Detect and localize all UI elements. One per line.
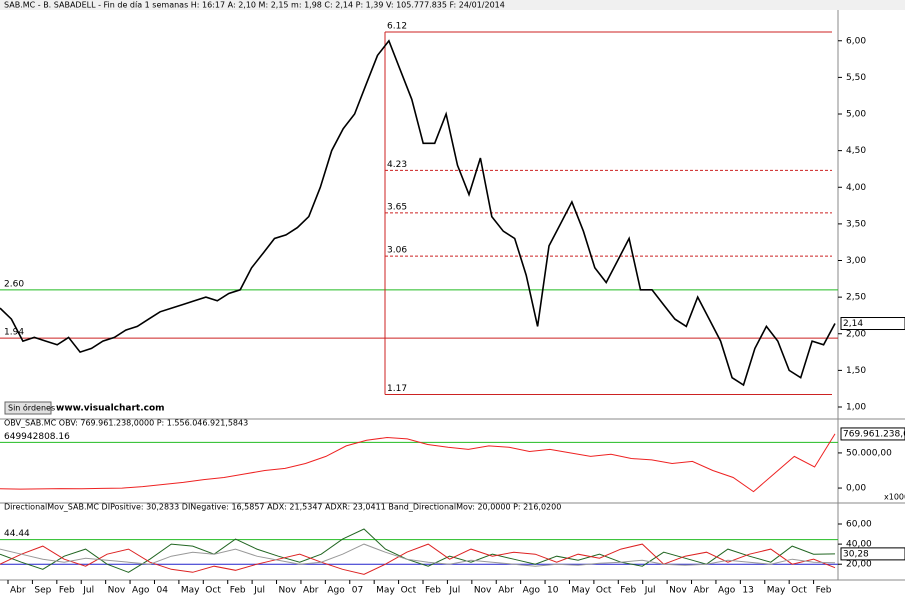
x-tick-label: May <box>376 586 395 596</box>
x-tick-label: 13 <box>742 586 753 596</box>
y-tick-label: 5,50 <box>846 73 866 83</box>
x-tick-label: Sep <box>34 586 51 596</box>
last-value-label: 769.961.238,00 <box>843 429 905 439</box>
x-tick-label: Jul <box>644 586 656 596</box>
series-line <box>0 433 836 493</box>
watermark: www.visualchart.com <box>56 404 165 414</box>
last-value-box <box>840 317 905 331</box>
x-tick-label: Nov <box>279 586 297 596</box>
last-value-label: 30,28 <box>843 549 869 559</box>
last-value-box <box>840 547 905 561</box>
y-tick-label: 4,00 <box>846 183 866 193</box>
x-tick-label: Feb <box>816 586 832 596</box>
orders-button[interactable] <box>4 401 52 415</box>
x-tick-label: Oct <box>596 586 612 596</box>
y-tick-label: 0,00 <box>846 484 866 494</box>
x-tick-label: May <box>571 586 590 596</box>
y-tick-label: 5,00 <box>846 110 866 120</box>
header-bar <box>0 0 905 10</box>
scale-note: x10000 <box>884 493 905 502</box>
x-tick-label: Abr <box>694 586 710 596</box>
fib-label: 3.65 <box>387 202 407 212</box>
series-line <box>0 543 836 575</box>
x-tick-label: Abr <box>498 586 514 596</box>
x-tick-label: Feb <box>425 586 441 596</box>
y-tick-label: 2,00 <box>846 329 866 339</box>
fib-label: 4.23 <box>387 160 407 170</box>
x-tick-label: Ago <box>718 586 736 596</box>
last-value-label: 2,14 <box>843 319 863 329</box>
x-tick-label: Feb <box>620 586 636 596</box>
x-tick-label: Jul <box>448 586 460 596</box>
x-tick-label: Oct <box>401 586 417 596</box>
x-tick-label: Abr <box>10 586 26 596</box>
x-tick-label: Ago <box>523 586 541 596</box>
level-label: 649942808.16 <box>4 432 70 442</box>
x-tick-label: 04 <box>156 586 168 596</box>
panel-title: DirectionalMov_SAB.MC DIPositive: 30,283… <box>4 503 561 512</box>
x-tick-label: May <box>181 586 200 596</box>
y-tick-label: 60,00 <box>846 520 872 530</box>
y-tick-label: 40,00 <box>846 540 872 550</box>
x-tick-label: Nov <box>669 586 687 596</box>
level-label: 44.44 <box>4 529 30 539</box>
last-value-box <box>840 427 905 441</box>
fib-label: 3.06 <box>387 246 407 256</box>
series-line <box>0 543 836 567</box>
panel-title: OBV_SAB.MC OBV: 769.961.238,0000 P: 1.55… <box>4 419 248 428</box>
x-tick-label: Oct <box>791 586 807 596</box>
x-tick-label: 07 <box>352 586 363 596</box>
x-tick-label: Abr <box>303 586 319 596</box>
x-tick-label: Nov <box>474 586 492 596</box>
x-tick-label: Feb <box>230 586 246 596</box>
series-line <box>0 528 836 573</box>
level-label: 1.94 <box>4 328 24 338</box>
y-tick-label: 20,00 <box>846 560 872 570</box>
x-tick-label: Feb <box>59 586 75 596</box>
x-tick-label: Ago <box>132 586 150 596</box>
header-title: SAB.MC - B. SABADELL - Fin de día 1 sema… <box>4 1 505 10</box>
y-tick-label: 4,50 <box>846 146 866 156</box>
y-tick-label: 50.000,00 <box>846 448 892 458</box>
x-tick-label: Jul <box>253 586 265 596</box>
y-tick-label: 3,50 <box>846 219 866 229</box>
fib-label: 1.17 <box>387 384 407 394</box>
level-label: 2.60 <box>4 279 24 289</box>
series-line <box>0 39 836 387</box>
x-tick-label: Jul <box>82 586 94 596</box>
x-tick-label: Oct <box>205 586 221 596</box>
y-tick-label: 2,50 <box>846 293 866 303</box>
y-tick-label: 1,00 <box>846 403 866 413</box>
x-tick-label: Ago <box>327 586 345 596</box>
y-tick-label: 1,50 <box>846 366 866 376</box>
x-tick-label: Nov <box>108 586 126 596</box>
orders-button-label: Sin órdenes <box>8 403 55 413</box>
fib-label: 6.12 <box>387 21 407 31</box>
x-tick-label: 10 <box>547 586 559 596</box>
y-tick-label: 6,00 <box>846 36 866 46</box>
y-tick-label: 3,00 <box>846 256 866 266</box>
x-tick-label: May <box>767 586 786 596</box>
